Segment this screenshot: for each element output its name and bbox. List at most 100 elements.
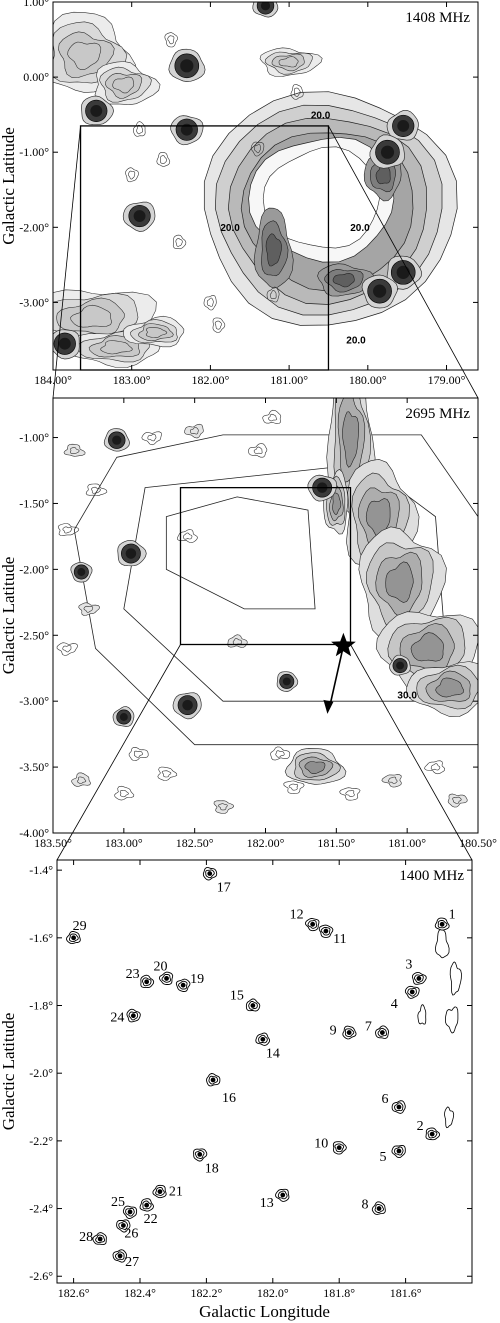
- catalog-source: 27: [112, 1249, 139, 1270]
- faint-source-contour: [159, 155, 168, 164]
- source-contour: [128, 1011, 139, 1021]
- source-peak: [376, 1206, 382, 1211]
- y-axis-title: Galactic Latitude: [0, 1013, 18, 1131]
- y-axis-title: Galactic Latitude: [0, 127, 18, 245]
- source-peak: [396, 661, 405, 670]
- contour-level-label: 20.0: [311, 110, 331, 121]
- radio-point-source: [386, 255, 423, 290]
- x-tick-label: 182.4°: [124, 1286, 156, 1300]
- contour-level-label: 30.0: [397, 691, 417, 702]
- catalog-source: 18: [193, 1148, 219, 1176]
- faint-source-contour: [269, 289, 277, 300]
- source-id-label: 19: [190, 972, 204, 987]
- noise-contour: [339, 787, 361, 801]
- y-tick-label: -1.00°: [19, 145, 49, 159]
- catalog-source: 11: [318, 924, 347, 947]
- y-tick-label: -2.50°: [19, 628, 49, 642]
- catalog-source: 23: [126, 967, 155, 988]
- source-peak: [373, 284, 387, 298]
- x-tick-label: 181.00°: [270, 373, 308, 387]
- source-contour: [118, 1221, 129, 1230]
- noise-contour: [288, 783, 299, 791]
- y-tick-label: -1.00°: [19, 431, 49, 445]
- source-id-label: 27: [125, 1255, 139, 1270]
- panel-2695mhz: 30.0 183.50° 183.00° 182.50° 182.00° 181.50° 1…: [0, 397, 497, 850]
- frequency-label: 1400 MHz: [399, 868, 464, 884]
- source-contour: [334, 1143, 345, 1153]
- faint-source-contour: [128, 170, 136, 180]
- faint-source-contour: [266, 286, 280, 303]
- x-tick-label: 180.00°: [349, 373, 387, 387]
- source-peak: [396, 265, 410, 279]
- source-id-label: 4: [391, 997, 398, 1012]
- noise-contour: [189, 426, 199, 435]
- radio-shell-contour: [435, 677, 464, 698]
- radio-point-source: [103, 428, 130, 452]
- source-id-label: 12: [290, 907, 304, 922]
- source-id-label: 9: [330, 1024, 337, 1039]
- source-id-label: 11: [333, 932, 346, 947]
- source-peak: [157, 1189, 163, 1195]
- source-id-label: 26: [124, 1226, 138, 1241]
- catalog-source: 26: [116, 1219, 138, 1241]
- noise-contour: [63, 443, 86, 457]
- noise-contour: [114, 785, 135, 801]
- source-peak: [260, 1036, 266, 1042]
- y-tick-label: -2.0°: [29, 1066, 53, 1080]
- contour-level-label: 20.0: [350, 223, 370, 234]
- faint-source-contour: [212, 317, 226, 333]
- noise-contour: [57, 523, 80, 537]
- x-tick-label: 182.2°: [190, 1286, 222, 1300]
- source-contour: [248, 1000, 258, 1010]
- faint-source-contour: [172, 234, 187, 250]
- snr-bright-arc-contour: [332, 273, 355, 288]
- y-tick-label: -1.4°: [29, 863, 53, 877]
- source-id-label: 21: [169, 1185, 183, 1200]
- source-id-label: 15: [230, 989, 244, 1004]
- noise-contour: [267, 413, 278, 422]
- noise-contour: [430, 763, 441, 771]
- faint-source-contour: [214, 320, 222, 330]
- noise-contour: [381, 774, 402, 788]
- y-tick-label: -3.00°: [19, 694, 49, 708]
- noise-contour: [253, 446, 263, 454]
- noise-contour: [452, 796, 462, 804]
- source-contour: [68, 933, 79, 943]
- source-id-label: 2: [417, 1119, 424, 1134]
- source-id-label: 29: [73, 919, 87, 934]
- source-contour: [407, 987, 417, 997]
- y-tick-label: -1.8°: [29, 999, 53, 1013]
- noise-contour: [157, 766, 178, 781]
- catalog-source: 16: [206, 1073, 236, 1106]
- catalog-source: 14: [255, 1032, 280, 1061]
- source-contour: [205, 869, 215, 879]
- catalog-source: 24: [110, 1008, 141, 1026]
- noise-contour: [183, 532, 193, 540]
- source-peak: [323, 928, 329, 934]
- source-peak: [127, 1209, 133, 1215]
- contour-level-label: 20.0: [220, 223, 240, 234]
- source-peak: [346, 1030, 352, 1035]
- x-tick-label: 179.00°: [428, 373, 466, 387]
- source-contour: [320, 926, 331, 936]
- zoom-connector-line: [56, 644, 181, 861]
- radio-shell-contour: [385, 561, 414, 603]
- source-id-label: 22: [144, 1212, 158, 1227]
- noise-contour: [275, 750, 285, 758]
- y-tick-label: -4.00°: [19, 826, 49, 840]
- source-peak: [180, 982, 186, 988]
- pulsar-star-icon: [331, 632, 356, 657]
- diffuse-emission-contour: [100, 340, 133, 355]
- source-contour: [208, 1075, 219, 1085]
- x-tick-label: 181.8°: [323, 1286, 355, 1300]
- y-tick-label: 0.00°: [23, 70, 49, 84]
- source-contour: [277, 1190, 288, 1200]
- faint-source-contour: [293, 87, 301, 97]
- source-id-label: 20: [154, 959, 168, 974]
- source-peak: [119, 713, 128, 721]
- source-contour: [114, 1251, 125, 1260]
- catalog-source: 6: [381, 1092, 406, 1114]
- catalog-source: 10: [314, 1137, 347, 1155]
- source-contour: [377, 1027, 387, 1037]
- source-id-label: 16: [222, 1091, 236, 1106]
